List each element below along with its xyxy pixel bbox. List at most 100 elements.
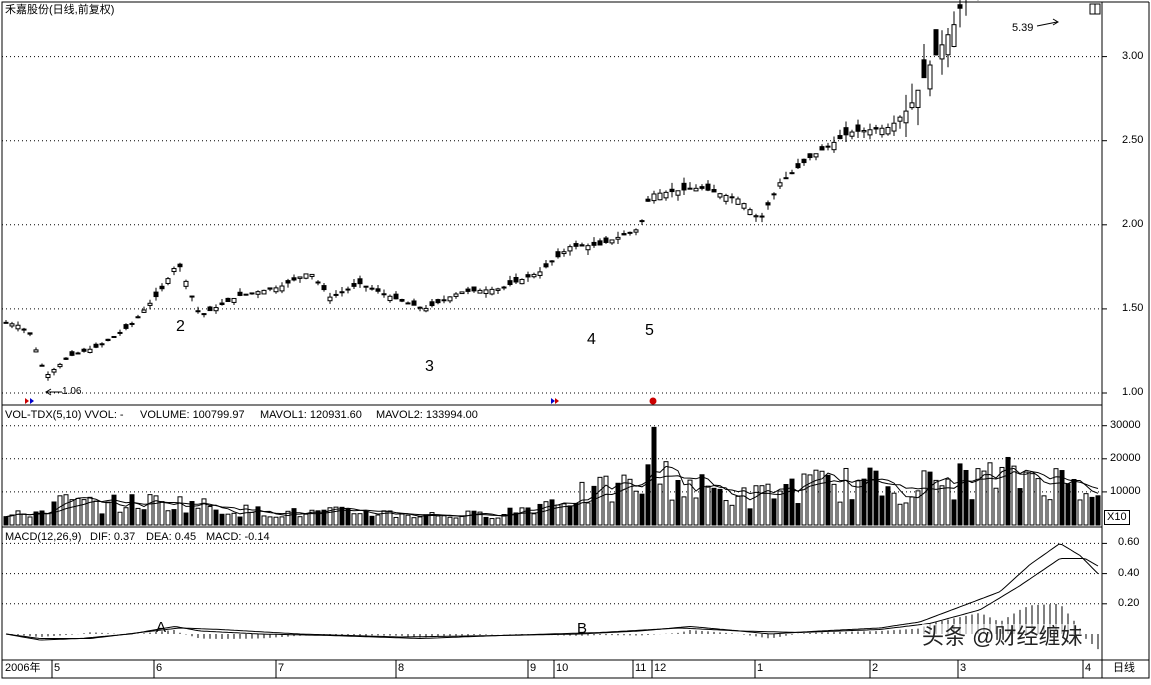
volume-bar (771, 498, 777, 526)
volume-bar (609, 501, 615, 526)
time-axis-label: 2006年 (5, 662, 41, 674)
macd-tick-label: 0.60 (1118, 536, 1140, 549)
candle-body (417, 306, 423, 309)
candle-body (315, 281, 321, 284)
volume-bar (417, 516, 423, 526)
price-tick-label: 3.00 (1122, 49, 1144, 62)
volume-bar (531, 513, 537, 526)
candle-body (783, 177, 789, 180)
candle-body (855, 124, 861, 132)
volume-bar (879, 495, 885, 526)
volume-bar (189, 501, 195, 526)
volume-bar (1017, 488, 1023, 526)
volume-bar (501, 514, 507, 526)
volume-tick-label: 30000 (1110, 418, 1141, 431)
volume-bar (1089, 496, 1095, 526)
candle-body (933, 29, 939, 56)
signal-markers (25, 397, 657, 405)
volume-bar (33, 511, 39, 526)
period-label[interactable]: 日线 (1113, 662, 1135, 674)
volume-bar (285, 510, 291, 526)
candle-body (267, 287, 273, 290)
candle-body (765, 202, 771, 206)
volume-bar (1071, 478, 1077, 526)
volume-bar (333, 506, 339, 526)
volume-bar (243, 504, 249, 526)
candle-body (525, 274, 531, 278)
candle-body (741, 203, 747, 209)
macd-indicator-label[interactable]: MACD(12,26,9) (5, 531, 82, 543)
candle-body (141, 309, 147, 313)
volume-bar (735, 495, 741, 526)
volume-bar (729, 504, 735, 526)
volume-indicator-label[interactable]: VOL-TDX(5,10) VVOL: - (5, 409, 124, 421)
candle-body (543, 263, 549, 268)
volume-bar (957, 463, 963, 526)
time-axis-label: 3 (960, 662, 967, 674)
dif-value: DIF: 0.37 (90, 531, 136, 543)
candle-body (333, 293, 339, 296)
volume-bar (201, 498, 207, 526)
candle-body (423, 307, 429, 312)
candle-body (735, 198, 741, 205)
volume-bar (711, 487, 717, 526)
candle-body (843, 127, 849, 136)
candle-body (21, 328, 27, 331)
candle-body (723, 194, 729, 202)
candle-body (957, 4, 963, 9)
volume-bar (1083, 493, 1089, 526)
candle-body (915, 89, 921, 108)
candle-body (213, 307, 219, 312)
price-tick-label: 1.00 (1122, 386, 1144, 398)
candle-body (75, 352, 81, 355)
candle-body (885, 126, 891, 135)
volume-bar (807, 474, 813, 526)
volume-bar (81, 499, 87, 526)
price-tick-label: 1.50 (1122, 301, 1144, 314)
candle-body (357, 278, 363, 285)
candle-body (39, 364, 45, 367)
candle-body (249, 292, 255, 295)
volume-bar (939, 485, 945, 526)
candle-body (645, 198, 651, 202)
candle-body (111, 335, 117, 338)
volume-bar (465, 510, 471, 526)
candle-body (3, 321, 9, 324)
volume-bar (315, 510, 321, 526)
annotation-a: A (156, 619, 167, 636)
candle-body (147, 302, 153, 306)
volume-bar (597, 476, 603, 526)
volume-bar (51, 501, 57, 526)
volume-bar (213, 509, 219, 526)
volume-bar (207, 506, 213, 526)
volume-bar (837, 501, 843, 526)
candle-body (567, 246, 573, 252)
volume-value: VOLUME: 100799.97 (140, 409, 245, 421)
volume-bar (543, 501, 549, 526)
time-axis-label: 9 (530, 662, 537, 674)
candle-body (909, 102, 915, 109)
volume-bar (657, 483, 663, 526)
dif-line (5, 543, 1099, 641)
candle-body (507, 280, 513, 286)
volume-bar (639, 493, 645, 526)
volume-bar (849, 499, 855, 526)
volume-bar (267, 516, 273, 526)
candle-body (459, 291, 465, 295)
candle-body (711, 189, 717, 193)
time-axis-bar (1, 659, 1150, 679)
candle-body (519, 278, 525, 285)
candle-body (825, 145, 831, 148)
annotation-b: B (577, 620, 588, 637)
candle-body (837, 135, 843, 140)
volume-bar (861, 478, 867, 526)
candle-body (633, 229, 639, 233)
volume-bar (723, 500, 729, 526)
volume-bar (801, 473, 807, 526)
volume-bar (1029, 473, 1035, 526)
time-axis-label: 8 (398, 662, 405, 674)
volume-bar (399, 513, 405, 526)
mavol2-value: MAVOL2: 133994.00 (376, 409, 478, 421)
volume-bar (675, 480, 681, 526)
